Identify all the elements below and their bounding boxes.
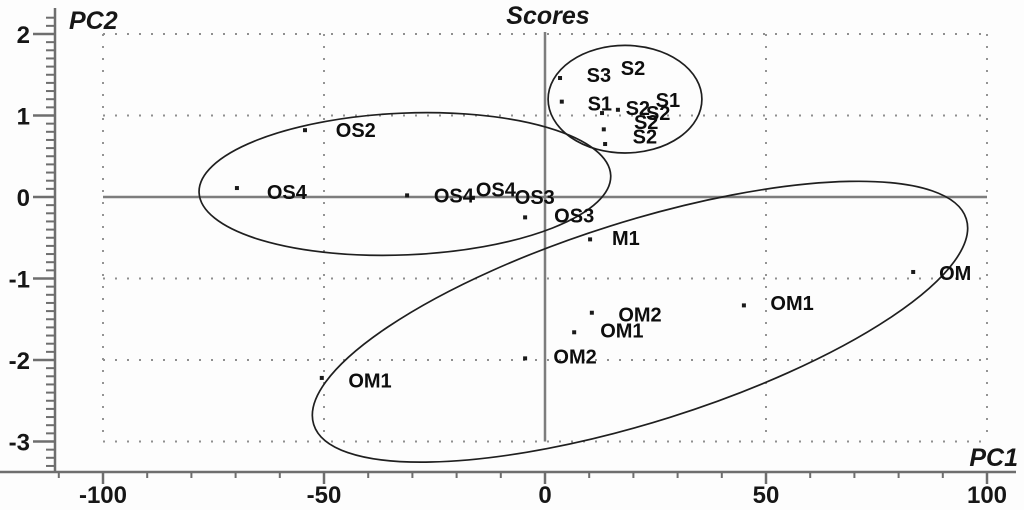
y-axis-tick-label: 1 [17, 104, 30, 131]
data-point [615, 107, 620, 112]
data-point [741, 303, 746, 308]
data-point [588, 237, 593, 242]
point-label: OM1 [348, 370, 391, 392]
point-label: S1 [588, 93, 612, 115]
data-point [558, 76, 563, 81]
cluster-ellipse [547, 44, 703, 154]
point-label: OS3 [515, 187, 555, 209]
cluster-ellipse [198, 111, 612, 257]
point-label: OS3 [554, 206, 594, 228]
plot-title: Scores [506, 2, 589, 30]
point-label: OS4 [476, 180, 517, 202]
data-point [234, 186, 239, 191]
data-point [302, 128, 307, 133]
point-label: OM1 [600, 321, 643, 343]
point-label: OS4 [434, 185, 475, 207]
point-label: OS2 [336, 120, 376, 142]
point-label: OS4 [267, 182, 308, 204]
x-axis-tick-label: 0 [538, 482, 551, 509]
data-point [601, 127, 606, 132]
point-label: S2 [646, 103, 670, 125]
point-label: S2 [626, 98, 650, 120]
x-axis-tick-label: -100 [79, 482, 127, 509]
point-label: M1 [612, 228, 640, 250]
y-axis-tick-label: -1 [9, 267, 30, 294]
data-point [559, 99, 564, 104]
point-label: OM1 [770, 293, 813, 315]
data-point [405, 193, 410, 198]
y-axis-tick-label: 2 [17, 22, 30, 49]
y-axis-title: PC2 [69, 7, 118, 35]
point-label: S2 [621, 58, 645, 80]
y-axis-tick-label: 0 [17, 185, 30, 212]
data-point [523, 356, 528, 361]
point-label: OM2 [618, 304, 661, 326]
data-point [470, 195, 475, 200]
y-axis-tick-label: -2 [9, 348, 30, 375]
y-axis-tick-label: -3 [9, 430, 30, 457]
data-point [603, 142, 608, 147]
point-label: OM2 [553, 347, 596, 369]
point-label: S2 [634, 112, 658, 134]
point-label: S3 [587, 65, 611, 87]
data-point [523, 215, 528, 220]
point-label: OM [939, 263, 971, 285]
data-point [572, 330, 577, 335]
data-point [911, 269, 916, 274]
x-axis-title: PC1 [969, 444, 1018, 472]
point-label: S1 [656, 90, 680, 112]
data-point [589, 310, 594, 315]
data-point [319, 375, 324, 380]
x-axis-tick-label: 50 [753, 482, 780, 509]
cluster-ellipse [311, 180, 969, 463]
x-axis-tick-label: -50 [307, 482, 342, 509]
data-point [600, 111, 605, 116]
x-axis-tick-label: 100 [967, 482, 1007, 509]
point-label: S2 [633, 127, 657, 149]
